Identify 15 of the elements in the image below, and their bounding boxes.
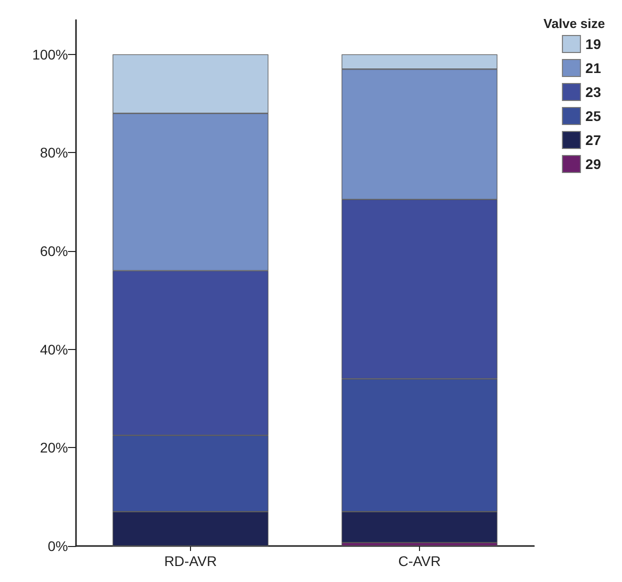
legend-label: 29 [585, 156, 602, 172]
legend-label: 21 [585, 60, 602, 76]
y-tick-label: 40% [40, 341, 68, 358]
legend-label: 19 [585, 36, 602, 52]
legend-title: Valve size [544, 16, 606, 31]
y-tick-label: 60% [40, 243, 68, 260]
legend-label: 23 [585, 84, 602, 100]
y-tick-label: 0% [48, 538, 68, 554]
x-tick-label: C-AVR [398, 553, 441, 569]
legend-label: 27 [585, 132, 602, 148]
y-tick-label: 80% [40, 144, 68, 161]
y-tick-label: 100% [32, 46, 68, 62]
x-tick-label: RD-AVR [164, 553, 217, 569]
legend-label: 25 [585, 108, 602, 124]
y-tick-label: 20% [40, 440, 68, 456]
